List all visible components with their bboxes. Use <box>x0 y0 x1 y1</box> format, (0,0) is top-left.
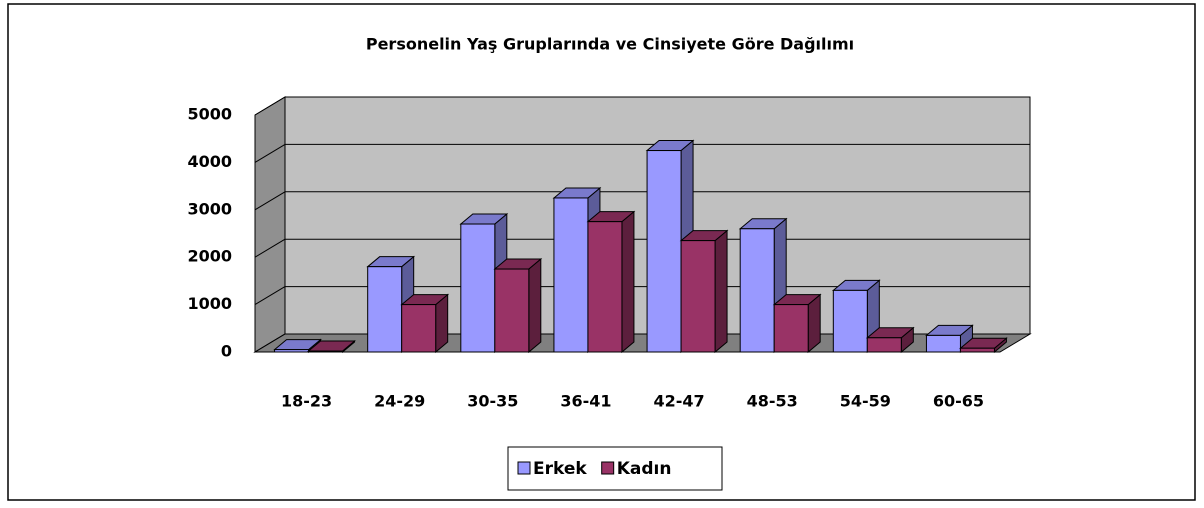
x-tick-label: 36-41 <box>560 392 611 411</box>
bar <box>494 268 530 353</box>
bar-group <box>831 279 881 354</box>
grid-line-side <box>254 143 286 163</box>
bar-group <box>772 293 822 354</box>
y-tick-label: 5000 <box>187 105 232 124</box>
x-tick-label: 30-35 <box>467 392 518 411</box>
bar-side <box>714 229 728 354</box>
y-tick-label: 0 <box>221 342 232 361</box>
legend-swatch <box>601 461 615 475</box>
x-tick-label: 48-53 <box>747 392 798 411</box>
bar <box>646 150 682 353</box>
x-tick-label: 42-47 <box>653 392 704 411</box>
bar <box>832 289 868 353</box>
grid-line-side <box>254 238 286 258</box>
y-tick-label: 2000 <box>187 247 232 266</box>
bar <box>680 240 716 353</box>
y-tick-label: 4000 <box>187 152 232 171</box>
bar <box>739 228 775 353</box>
bar-group <box>307 339 356 354</box>
bar-side <box>621 210 635 354</box>
y-tick-label: 3000 <box>187 199 232 218</box>
bar <box>401 304 437 353</box>
bar-group <box>586 210 636 354</box>
bar <box>925 334 961 353</box>
bar <box>959 347 995 353</box>
bar <box>367 266 403 353</box>
bar <box>460 223 496 353</box>
bar-group <box>959 337 1008 354</box>
x-tick-label: 24-29 <box>374 392 425 411</box>
legend <box>507 446 723 491</box>
bar <box>553 197 589 353</box>
grid-line-side <box>254 333 286 353</box>
bar-side <box>528 257 542 354</box>
bar <box>587 221 623 353</box>
bar-group <box>865 326 915 354</box>
x-tick-label: 18-23 <box>281 392 332 411</box>
legend-label: Erkek <box>533 459 587 479</box>
bar-group <box>493 257 543 354</box>
bar-group <box>679 229 729 354</box>
bar-group <box>925 324 974 354</box>
bar-group <box>400 293 450 354</box>
grid-line-side <box>254 191 286 211</box>
bar <box>308 350 344 353</box>
y-tick-label: 1000 <box>187 294 232 313</box>
x-tick-label: 54-59 <box>840 392 891 411</box>
bar <box>866 337 902 353</box>
grid-line-side <box>254 96 286 116</box>
chart-title: Personelin Yaş Gruplarında ve Cinsiyete … <box>366 35 854 54</box>
x-tick-label: 60-65 <box>933 392 984 411</box>
bar <box>274 349 310 353</box>
legend-label: Kadın <box>617 459 672 479</box>
legend-swatch <box>517 461 531 475</box>
bar <box>773 304 809 353</box>
grid-line-side <box>254 286 286 306</box>
side-wall <box>254 96 286 353</box>
